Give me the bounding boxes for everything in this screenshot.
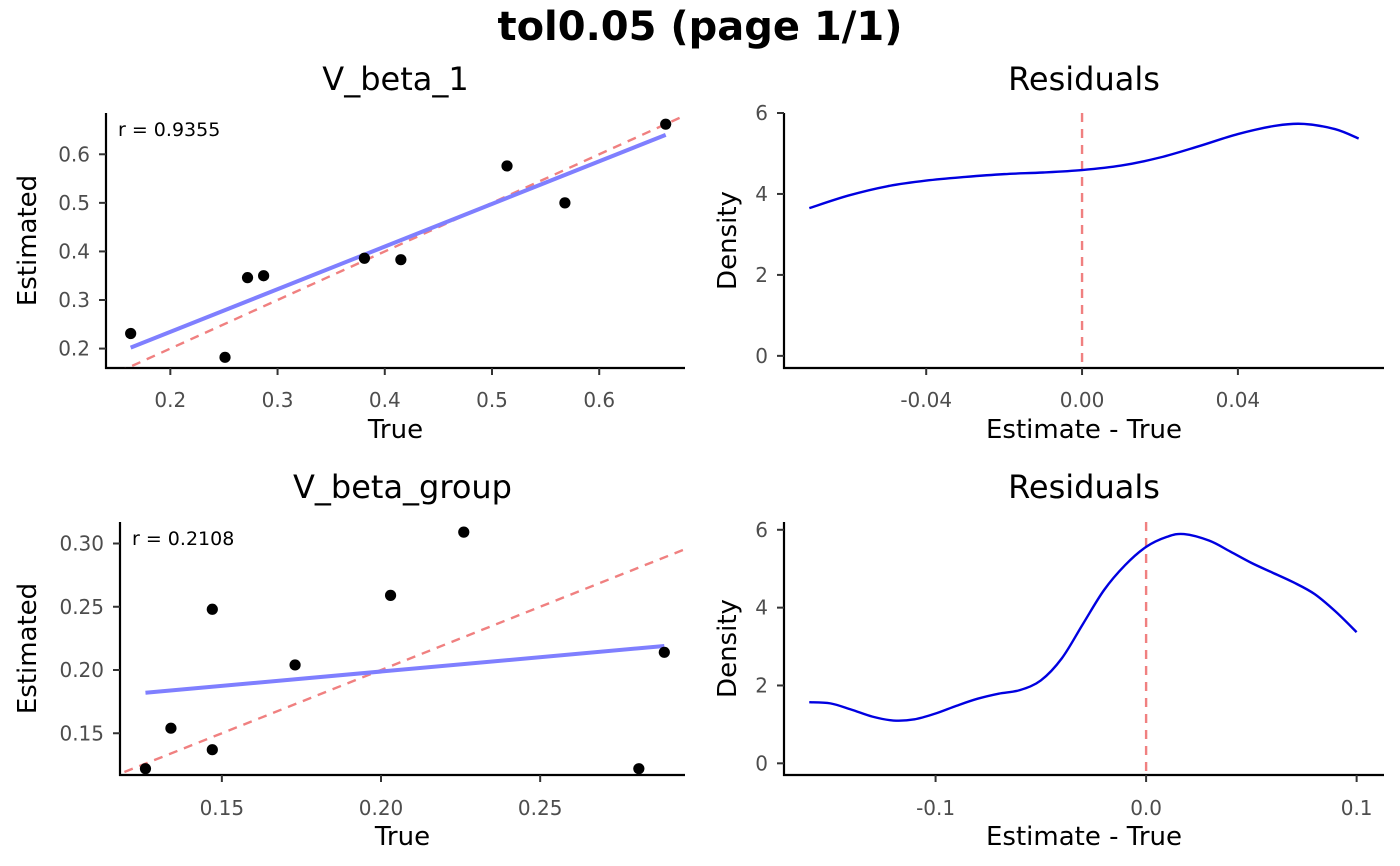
- data-point: [125, 327, 137, 340]
- data-point: [219, 351, 231, 363]
- plot-area: [124, 114, 685, 368]
- page-title: tol0.05 (page 1/1): [497, 4, 902, 50]
- x-axis-title: Estimate - True: [986, 415, 1182, 445]
- y-tick-label: 2: [755, 673, 768, 697]
- density-curve: [808, 122, 1360, 210]
- x-tick-label: 0.6: [583, 388, 615, 412]
- y-tick-label: 0.15: [59, 721, 104, 745]
- x-tick-label: 0.5: [476, 388, 508, 412]
- y-tick-label: 4: [755, 182, 768, 206]
- data-point: [384, 589, 397, 601]
- fit-line: [145, 643, 665, 695]
- data-point: [258, 270, 270, 282]
- x-tick-label: 0.15: [200, 796, 245, 820]
- y-tick-label: 0.20: [59, 658, 104, 682]
- x-tick-label: 0.1: [1341, 796, 1373, 820]
- y-tick-label: 0.30: [59, 532, 104, 556]
- x-tick-label: -0.1: [916, 796, 955, 820]
- data-point: [395, 254, 407, 266]
- y-axis-title: Density: [713, 599, 743, 698]
- density-curve: [809, 532, 1358, 722]
- panel-title: V_beta_group: [293, 468, 512, 506]
- y-tick-label: 0.3: [58, 288, 90, 312]
- plot-area: [809, 522, 1358, 775]
- data-point: [660, 118, 672, 130]
- fit-line: [129, 132, 667, 350]
- y-tick-label: 0.5: [58, 191, 90, 215]
- x-tick-label: -0.04: [900, 388, 952, 412]
- data-point: [358, 252, 371, 264]
- data-point: [165, 722, 177, 734]
- data-point: [206, 744, 218, 756]
- y-tick-label: 6: [755, 101, 768, 125]
- y-tick-label: 0.25: [59, 595, 104, 619]
- data-point: [501, 160, 513, 172]
- y-tick-label: 0.4: [58, 239, 90, 263]
- panel-1: V_beta_1 True Estimated 0.2 0.3 0.4 0.5 0.6 0.2 0…: [13, 60, 685, 445]
- data-point: [658, 646, 670, 658]
- y-tick-label: 0.2: [58, 337, 90, 361]
- y-tick-label: 4: [755, 596, 768, 620]
- panel-title: Residuals: [1008, 60, 1160, 98]
- x-axis-title: True: [367, 415, 423, 445]
- y-tick-label: 6: [755, 518, 768, 542]
- y-axis-title: Density: [713, 191, 743, 290]
- panel-3: V_beta_group True Estimated 0.15 0.20 0.25 0.1…: [13, 468, 685, 852]
- identity-line: [124, 114, 685, 368]
- data-point: [241, 272, 254, 284]
- data-point: [559, 197, 571, 209]
- x-tick-label: 0.00: [1060, 388, 1105, 412]
- data-point: [206, 603, 218, 615]
- y-tick-label: 0: [755, 751, 768, 775]
- panel-title: V_beta_1: [322, 60, 468, 98]
- x-tick-label: 0.0: [1130, 796, 1162, 820]
- x-axis-title: Estimate - True: [986, 822, 1182, 852]
- x-tick-label: 0.4: [369, 388, 401, 412]
- plot-area: [808, 113, 1360, 368]
- data-point: [633, 763, 645, 775]
- y-tick-label: 0.6: [58, 142, 90, 166]
- data-point: [458, 526, 470, 538]
- x-tick-label: 0.3: [262, 388, 294, 412]
- x-axis-title: True: [374, 822, 430, 852]
- panel-2: Residuals Estimate - True Density -0.04 0.00…: [713, 60, 1384, 445]
- correlation-annotation: r = 0.2108: [132, 528, 234, 550]
- y-tick-label: 0: [755, 344, 768, 368]
- y-axis-title: Estimated: [13, 583, 43, 714]
- data-point: [139, 763, 152, 775]
- y-tick-label: 2: [755, 263, 768, 287]
- correlation-annotation: r = 0.9355: [118, 119, 220, 141]
- panel-4: Residuals Estimate - True Density -0.1 0.0 0.…: [713, 468, 1384, 852]
- data-point: [289, 659, 301, 671]
- x-tick-label: 0.25: [518, 796, 563, 820]
- x-tick-label: 0.2: [154, 388, 186, 412]
- x-tick-label: 0.04: [1216, 388, 1261, 412]
- panel-title: Residuals: [1008, 468, 1160, 506]
- x-tick-label: 0.20: [359, 796, 404, 820]
- y-axis-title: Estimated: [13, 175, 43, 306]
- plot-area: [120, 526, 685, 775]
